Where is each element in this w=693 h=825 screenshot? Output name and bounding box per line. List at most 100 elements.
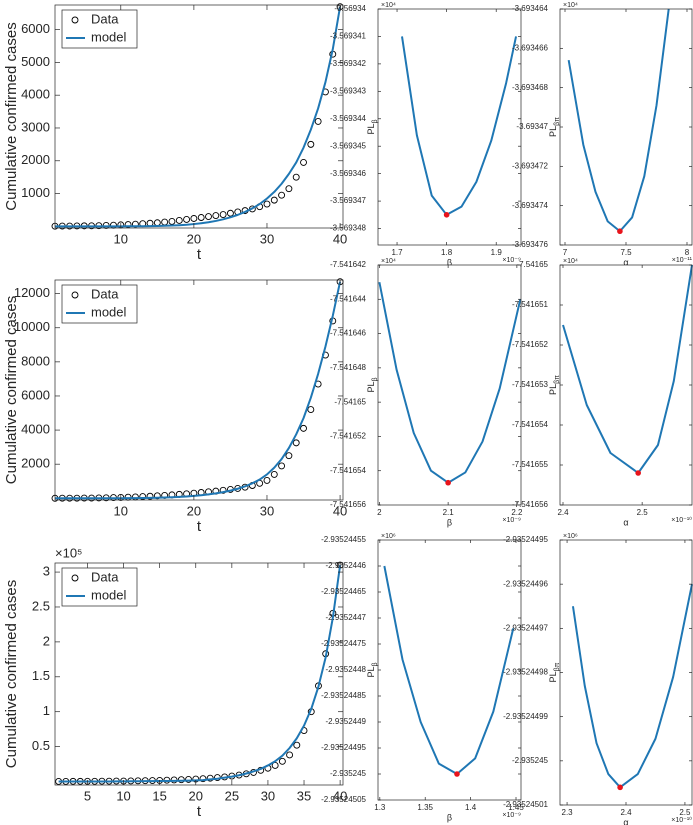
optimum-point [443,212,450,218]
data-point [175,217,183,224]
axes-frame [377,264,522,506]
axes-background [560,9,692,245]
x-tick-label: 40 [333,231,347,246]
x-tick-label: 10 [114,231,128,246]
curve [58,564,342,783]
x-tick-label: 40 [333,503,347,518]
y-axis-label: Cumulative confirmed cases [3,296,20,484]
y-tick-label: -7.54165 [516,260,548,269]
y-tick-label: -2.93524497 [503,623,548,632]
x-tick-label: 1.4 [465,803,477,812]
data-point [285,452,293,460]
y-tick-label: -3.693476 [512,240,549,249]
y-tick-label: -7.541651 [512,300,549,309]
x-tick-label: 2.2 [511,508,523,517]
y-multiplier: ×10⁴ [381,258,396,265]
x-tick-label: 10 [114,503,128,518]
data-point [270,196,278,204]
y-multiplier: ×10⁶ [381,533,396,540]
x-tick-label: 1.9 [491,248,503,257]
axes-background [378,9,521,245]
legend-marker [71,291,79,299]
y-axis-label: PLβ [366,377,378,392]
legend-marker [71,16,79,24]
y-tick-label: -7.541652 [330,432,367,441]
y-axis-label-sub: βπ [554,117,561,126]
x-tick-label: 5 [84,788,91,803]
y-tick-label: -3.569341 [330,32,367,41]
y-tick-label: -3.69347 [516,122,548,131]
y-tick-label: -3.569346 [330,169,367,178]
y-tick-label: -2.9352449 [326,717,367,726]
y-tick-label: 1000 [21,185,50,200]
y-tick-label: 6000 [21,21,50,36]
y-tick-label: 0.5 [32,738,50,753]
x-tick-label: 2.5 [637,508,649,517]
x-multiplier: ×10⁻⁹ [502,812,521,819]
data-point [168,217,176,225]
y-tick-label: -2.93524455 [321,535,366,544]
y-tick-label: 2.5 [32,598,50,613]
y-tick-label: -2.93524498 [503,668,548,677]
x-axis-label: α [623,817,628,825]
legend-box [61,9,138,49]
x-multiplier: ×10⁻⁹ [502,257,521,264]
y-axis-label-sub: βπ [554,662,561,671]
x-tick-label: 1.45 [508,803,524,812]
data-point [286,751,294,759]
x-tick-label: 20 [187,231,201,246]
data-point [219,486,227,494]
y-tick-label: -3.693466 [512,43,549,52]
y-tick-label: -7.541656 [512,500,549,509]
optimum-point [617,228,623,235]
data-point [307,406,315,414]
y-tick-label: 10000 [14,319,50,334]
optimum-point [445,479,451,486]
y-tick-label: -2.9352446 [326,561,367,570]
optimum-point [617,784,623,791]
x-tick-label: 30 [260,503,274,518]
y-axis-label-sub: β [372,377,379,381]
x-tick-label: 2 [377,508,382,517]
x-axis-label: α [623,517,628,527]
y-tick-label: -7.541644 [330,294,367,303]
x-tick-label: 20 [189,788,203,803]
y-tick-label: -2.9352448 [326,665,367,674]
x-tick-label: 2.4 [620,808,632,817]
y-tick-label: -3.569345 [330,141,367,150]
data-point [153,492,161,500]
data-point [293,741,301,749]
legend-label: Data [91,11,119,26]
data-point [212,212,220,219]
y-tick-label: 3 [43,564,50,579]
x-multiplier: ×10⁻¹¹ [672,257,693,264]
x-tick-label: 30 [261,788,275,803]
y-multiplier: ×10⁴ [381,2,396,9]
legend-label: model [91,29,127,44]
data-point [314,117,322,125]
data-point [278,757,286,765]
y-axis-label-sub: β [372,119,379,123]
y-tick-label: -7.541648 [330,363,367,372]
x-tick-label: 40 [333,788,347,803]
data-point [199,775,207,783]
legend-box [61,567,138,607]
y-tick-label: -2.93524501 [503,800,548,809]
x-tick-label: 2.5 [679,808,691,817]
data-point [292,173,300,181]
x-tick-label: 20 [187,503,201,518]
y-axis-label-sub: βπ [554,375,561,384]
y-tick-label: 4000 [21,422,50,437]
data-point [292,439,300,447]
axes-frame [54,279,344,501]
y-axis-label: PLβ [366,662,378,677]
y-tick-label: -2.93524496 [503,579,548,588]
legend-label: Data [91,286,119,301]
x-tick-label: 7 [563,248,568,257]
y-tick-label: -2.935245 [512,756,549,765]
y-tick-label: -7.541653 [512,380,549,389]
data-point [307,140,315,148]
optimum-point [454,771,460,777]
x-tick-label: 15 [152,788,166,803]
